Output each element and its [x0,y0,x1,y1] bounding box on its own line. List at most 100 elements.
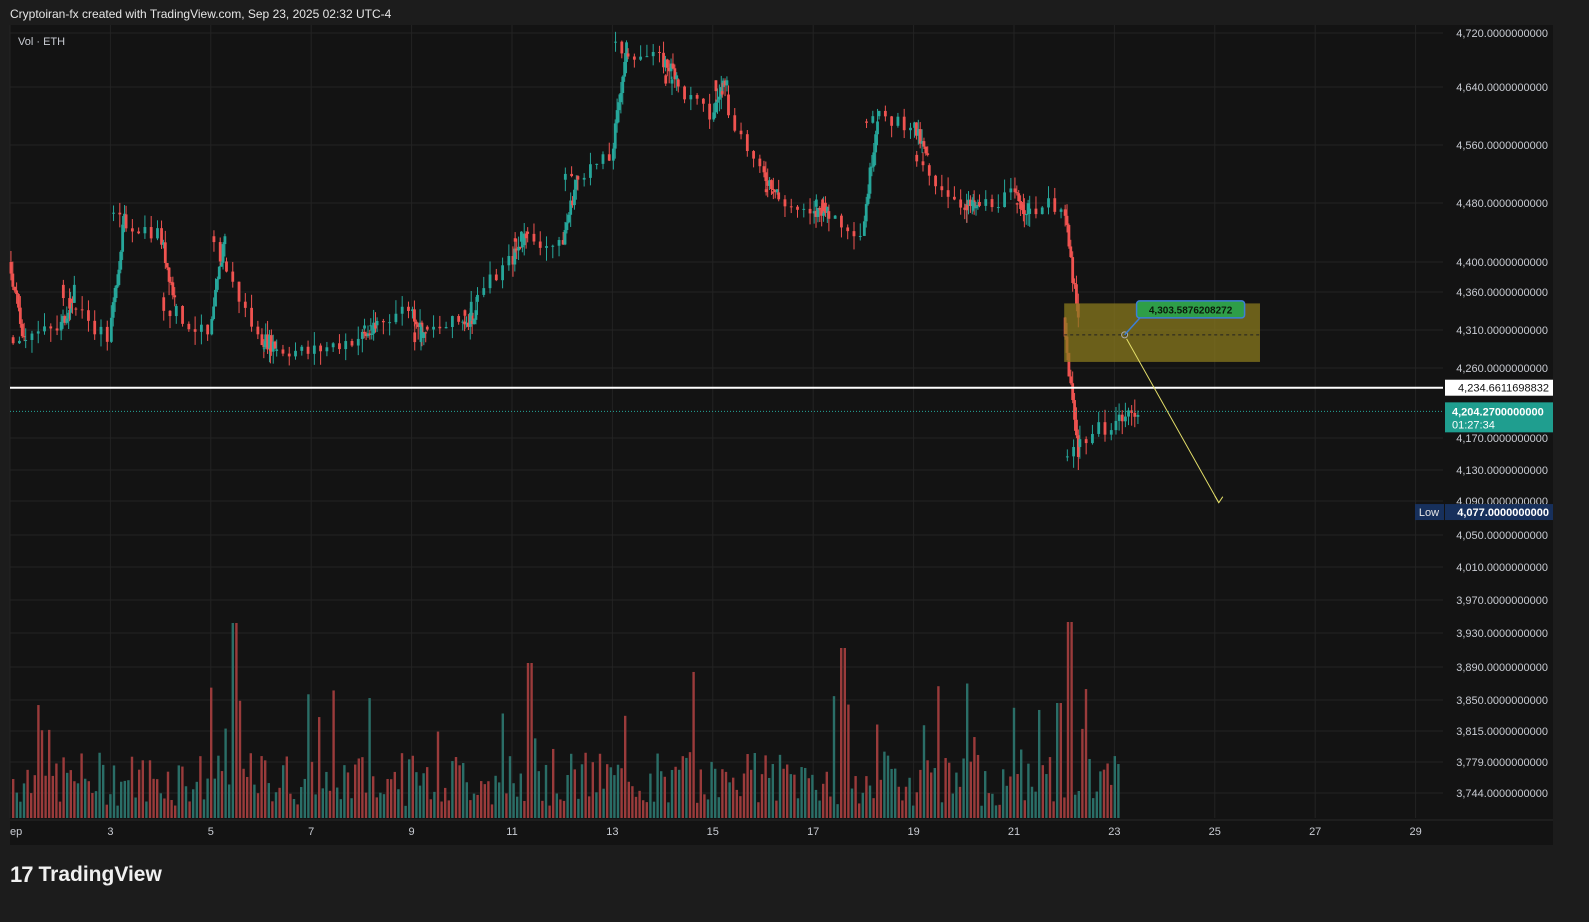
volume-bar [904,786,908,818]
volume-bar [325,771,328,818]
candle-body [369,325,373,327]
candle-body [472,319,476,325]
candle-body [1127,410,1130,417]
candle-body [109,317,113,342]
volume-bar [796,798,800,818]
candle-body [883,110,887,117]
plot-background [10,25,1553,845]
candle-body [557,240,561,246]
y-tick-label: 4,560.0000000000 [1456,140,1548,152]
candle-body [551,245,555,247]
candle-body [169,281,173,283]
volume-bar [897,786,900,818]
volume-bar [559,799,562,818]
candle-body [124,214,128,229]
volume-bar [519,773,522,818]
volume-bar [48,729,51,818]
volume-bar [321,788,324,818]
candle-body [913,122,916,128]
candle-body [1136,415,1140,417]
volume-bar [721,769,724,818]
candle-body [920,141,924,144]
volume-bar [192,789,195,818]
volume-bar [397,789,400,818]
volume-bar [361,757,364,818]
candle-body [18,307,22,324]
candle-body [573,189,576,206]
volume-bar [663,776,666,818]
volume-bar [390,779,393,818]
candle-body [965,205,969,211]
candle-body [662,52,665,68]
volume-bar [634,796,638,818]
volume-bar [577,798,580,818]
volume-bar [242,768,245,818]
x-tick-label: 3 [107,826,113,838]
y-tick-label: 3,890.0000000000 [1456,662,1548,674]
volume-bar [526,663,530,818]
candle-body [411,309,414,311]
candle-body [651,51,655,57]
candle-body [465,322,468,325]
volume-bar [786,764,789,818]
candle-body [1067,225,1071,247]
volume-bar [728,782,731,818]
volume-bar [429,799,432,818]
candle-body [1063,209,1067,216]
volume-bar [555,793,558,818]
candle-body [1026,203,1030,215]
volume-bar [573,769,576,818]
candle-body [927,165,931,176]
candle-body [658,51,661,53]
candle-body [940,186,944,191]
candle-body [752,151,755,159]
volume-bar [735,789,738,818]
candle-body [714,80,718,92]
volume-bar [346,772,350,818]
volume-bar [238,700,242,818]
candle-body [595,163,599,165]
volume-bar [498,782,501,818]
projection-arrowhead [1214,495,1224,504]
candle-body [1015,192,1019,194]
volume-bar [76,783,80,818]
candle-body [507,256,511,266]
volume-bar [188,801,191,818]
volume-bar [732,777,735,818]
candle-body [513,238,517,242]
candle-body [271,341,275,352]
volume-bar [109,794,112,818]
candle-body [1009,188,1013,193]
volume-bar [1084,689,1088,818]
candle-body [11,337,15,344]
volume-bar [782,768,785,818]
candle-body [381,320,385,323]
candle-body [915,154,919,162]
volume-bar [955,772,958,818]
candle-body [511,256,515,265]
volume-bar [1052,801,1055,818]
volume-bar [44,775,47,818]
volume-bar [670,769,674,818]
volume-bar [116,805,119,818]
candle-body [775,189,779,193]
candle-body [515,248,519,251]
candle-body [463,310,467,316]
candle-body [589,164,592,178]
volume-bar [948,762,951,818]
volume-bar [55,763,58,818]
volume-bar [274,792,278,818]
candle-body [268,335,271,350]
candle-body [67,312,71,319]
volume-bar [804,767,807,818]
candle-series [9,31,1140,471]
volume-bar [1009,776,1012,818]
candle-body [974,206,978,209]
chart-header: Cryptoiran-fx created with TradingView.c… [10,7,392,21]
volume-bar [739,796,742,818]
y-tick-label: 4,130.0000000000 [1456,465,1548,477]
candle-body [611,148,615,161]
candle-body [93,320,97,335]
